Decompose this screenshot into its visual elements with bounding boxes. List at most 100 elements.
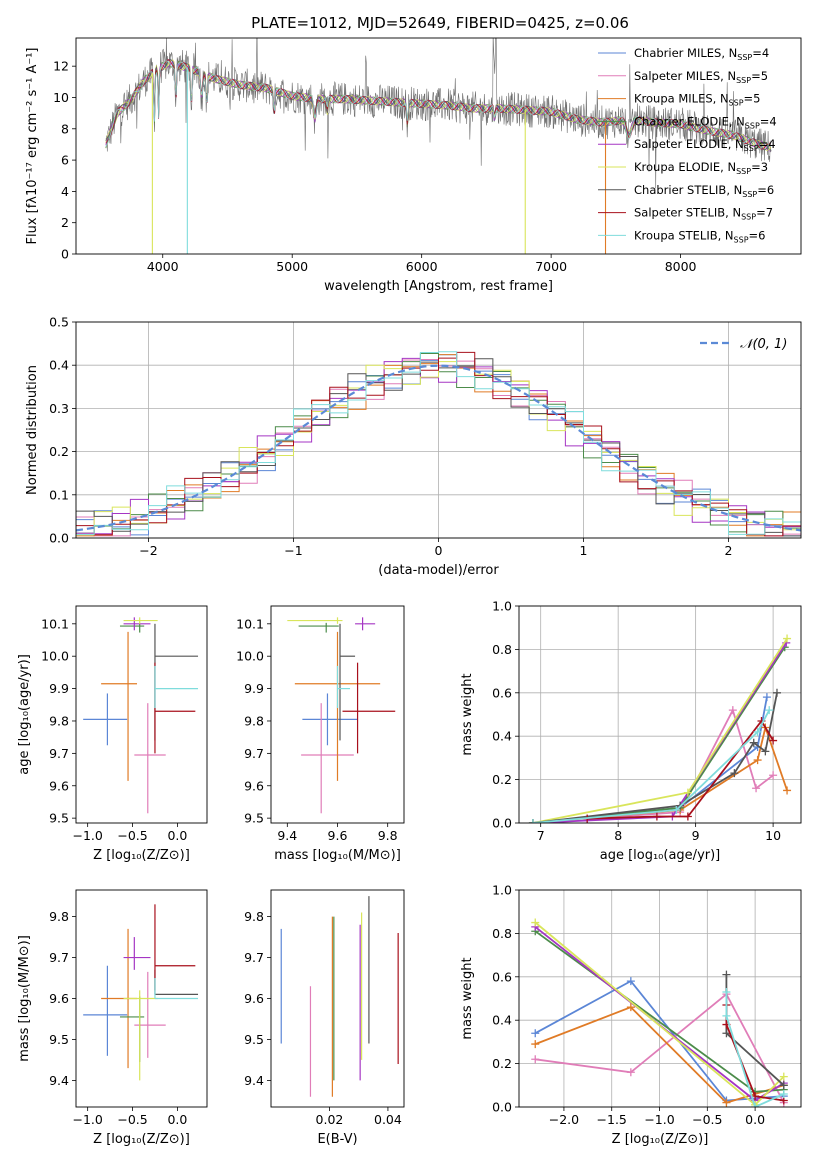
y-tick-label: 6 [61,153,69,168]
x-tick-label: 8000 [665,259,697,274]
y-tick-label: 9.6 [244,778,264,793]
axes-frame [75,889,208,1108]
residual-histogram-panel: −2 −1 0 1 2 0.0 0.1 0.2 0.3 0.4 0.5 (data-model)/er… [25,315,802,578]
weight-point-marker [722,970,731,979]
weight-point-marker [626,1068,635,1077]
y-tick-label: 0.2 [49,444,69,459]
x-tick-label: 10 [765,828,781,843]
y-tick-label: 10.0 [41,649,69,664]
x-tick-label: −2.0 [549,1112,579,1127]
y-tick-label: 0.8 [492,642,512,657]
plot-area [105,38,772,254]
x-tick-label: 0 [435,543,443,558]
x-tick-label: −0.5 [117,1112,147,1127]
figure-title: PLATE=1012, MJD=52649, FIBERID=0425, z=0… [251,14,629,32]
x-tick-label: 7 [537,828,545,843]
y-tick-label: 0.8 [492,926,512,941]
axes-frame [270,605,405,824]
y-axis-label: age [log₁₀(age/yr)] [17,654,32,775]
spectrum-panel: 4000 5000 6000 7000 8000 0 2 4 6 8 10 12 wavelength … [25,37,802,294]
weight-point-marker [752,784,761,793]
plot-area [287,617,396,814]
y-tick-label: 8 [61,121,69,136]
x-tick-label: 0.02 [316,1112,344,1127]
y-tick-label: 9.7 [244,950,264,965]
axes-frame [75,605,208,824]
y-axis-label: mass weight [460,673,475,755]
plot-area [531,918,788,1107]
y-tick-label: 0 [61,247,69,262]
y-tick-label: 0.1 [49,487,69,502]
y-axis-label: mass weight [460,957,475,1039]
weight-point-marker [769,736,778,745]
mass-vs-metallicity-panel: −1.0 −0.5 0.0 9.4 9.5 9.6 9.7 9.8 Z [log₁₀(Z/Z⊙)… [17,889,208,1147]
weight-series-line [725,992,785,1107]
weight-point-marker [528,819,537,823]
x-axis-label: E(B-V) [317,1132,357,1147]
y-tick-label: 9.6 [244,991,264,1006]
y-tick-label: 9.9 [244,681,264,696]
y-tick-label: 9.6 [49,778,69,793]
y-tick-label: 0.4 [492,1013,512,1028]
weight-point-marker [762,693,771,702]
y-tick-label: 9.8 [244,909,264,924]
y-tick-label: 9.8 [244,713,264,728]
weight-point-marker [779,1089,788,1098]
weight-point-marker [783,634,792,643]
weight-point-marker [531,1029,540,1038]
weight-point-marker [751,1103,760,1107]
age-vs-mass-panel: 9.4 9.6 9.8 9.5 9.6 9.7 9.8 9.9 10.0 10.1 mass [lo… [236,605,405,863]
weight-point-marker [672,805,681,814]
x-tick-label: −1.0 [72,1112,102,1127]
axes-frame [270,889,405,1108]
x-axis-label: mass [log₁₀(M/M⊙)] [274,848,401,863]
y-tick-label: 9.9 [49,681,69,696]
x-tick-label: 0.04 [374,1112,402,1127]
x-tick-label: −0.5 [117,828,147,843]
x-axis-label: age [log₁₀(age/yr)] [600,848,721,863]
weight-point-marker [626,977,635,986]
axes-frame [75,321,802,539]
x-tick-label: 4000 [147,259,179,274]
y-tick-label: 9.5 [49,1032,69,1047]
weight-point-marker [683,812,692,821]
y-tick-label: 10.0 [236,649,264,664]
x-tick-label: 7000 [535,259,567,274]
x-axis-label: (data-model)/error [378,563,499,578]
x-tick-label: −0.5 [692,1112,722,1127]
x-tick-label: −1.0 [644,1112,674,1127]
y-tick-label: 2 [61,215,69,230]
y-tick-label: 9.5 [244,1032,264,1047]
x-tick-label: 1 [580,543,588,558]
legend-entry: Salpeter MILES, NSSP=5 [634,69,768,85]
y-tick-label: 0.5 [49,315,69,330]
weight-point-marker [753,727,762,736]
spectrum-model-line [105,59,771,150]
age-vs-metallicity-panel: −1.0 −0.5 0.0 9.5 9.6 9.7 9.8 9.9 10.0 10.1 Z [log… [17,605,208,863]
y-tick-label: 4 [61,184,69,199]
legend-entry: Chabrier ELODIE, NSSP=4 [634,114,777,130]
weight-point-marker [728,706,737,715]
x-tick-label: 6000 [406,259,438,274]
x-tick-label: 9 [692,828,700,843]
weight-point-marker [761,747,770,756]
y-axis-label: mass [log₁₀(M/M⊙)] [17,935,32,1062]
weight-point-marker [531,918,540,927]
weight-point-marker [749,738,758,747]
weight-point-marker [531,1055,540,1064]
weight-vs-metallicity-panel: −2.0 −1.5 −1.0 −0.5 0.0 0.0 0.2 0.4 0.6 0.8 1.0 Z [… [460,883,802,1147]
x-tick-label: 5000 [276,259,308,274]
y-tick-label: 0.0 [492,1100,512,1115]
weight-point-marker [683,788,692,797]
plot-area [83,617,199,814]
weight-series-line [532,638,788,823]
y-tick-label: 0.0 [492,816,512,831]
x-tick-label: 9.6 [328,828,348,843]
x-tick-label: −1 [284,543,302,558]
plot-area [76,351,801,538]
y-tick-label: 9.7 [49,950,69,965]
weight-point-marker [652,812,661,821]
weight-point-marker [626,1003,635,1012]
x-tick-label: 2 [725,543,733,558]
legend-entry: Kroupa ELODIE, NSSP=3 [634,160,768,176]
